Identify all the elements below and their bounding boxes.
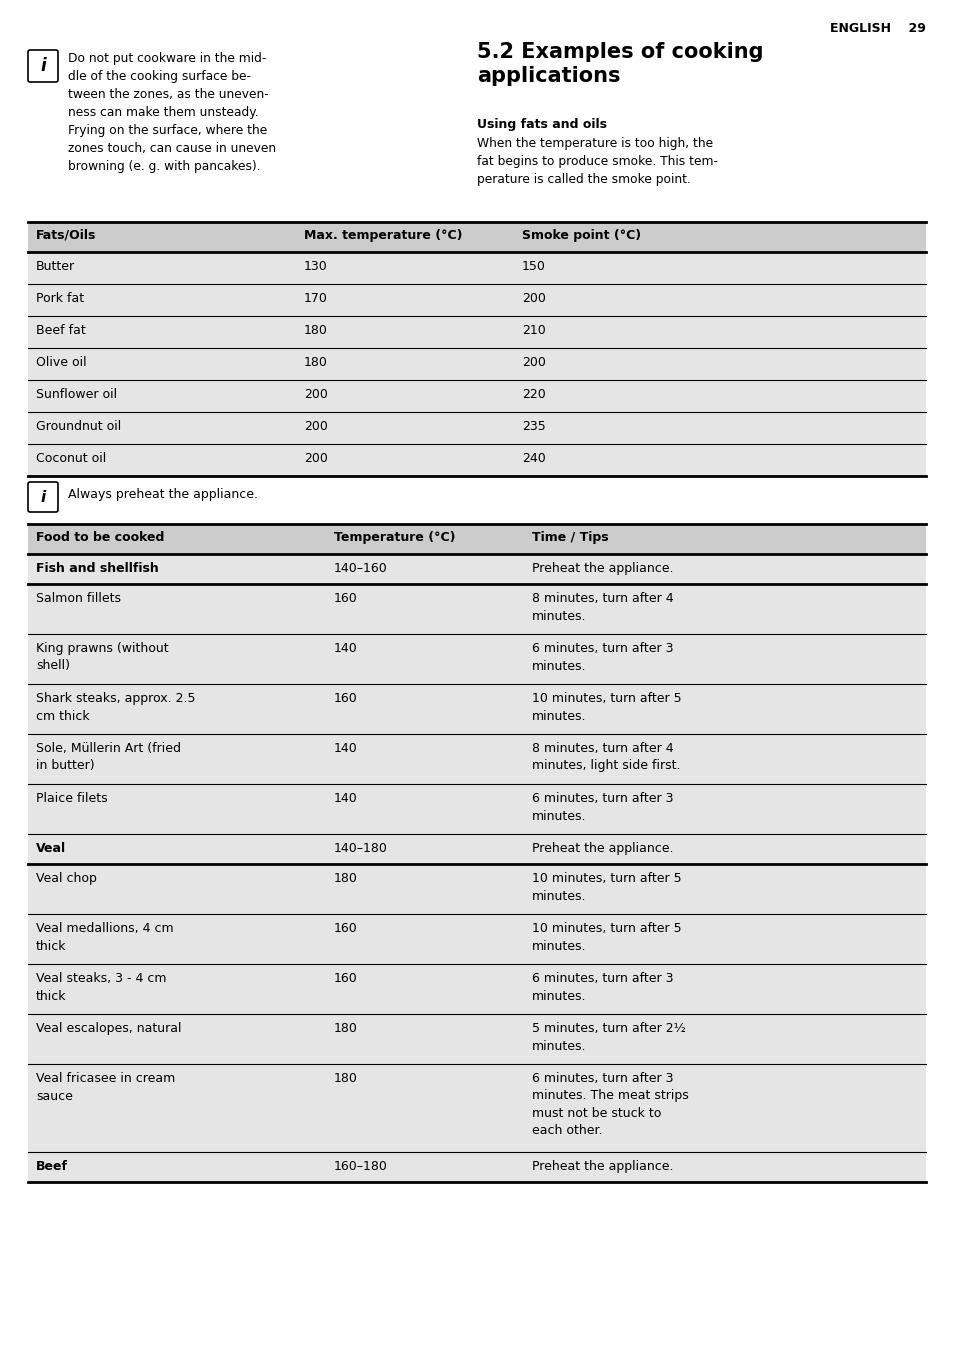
Bar (28, 284, 925, 316)
Text: 5 minutes, turn after 2½
minutes.: 5 minutes, turn after 2½ minutes. (532, 1022, 685, 1052)
Text: 6 minutes, turn after 3
minutes.: 6 minutes, turn after 3 minutes. (532, 792, 673, 822)
Bar (28, 443, 925, 476)
Text: Temperature (°C): Temperature (°C) (334, 531, 455, 544)
Bar (28, 554, 925, 584)
Text: 140: 140 (334, 742, 357, 754)
Text: Using fats and oils: Using fats and oils (476, 118, 606, 131)
Text: 180: 180 (304, 356, 328, 369)
Text: 160: 160 (334, 692, 357, 704)
Text: 220: 220 (521, 388, 545, 402)
Text: Butter: Butter (36, 260, 75, 273)
Text: 160: 160 (334, 972, 357, 986)
Text: 140: 140 (334, 642, 357, 654)
Bar (28, 347, 925, 380)
Text: Beef fat: Beef fat (36, 324, 86, 337)
FancyBboxPatch shape (28, 483, 58, 512)
Text: 170: 170 (304, 292, 328, 306)
Bar (28, 834, 925, 864)
Text: Do not put cookware in the mid-
dle of the cooking surface be-
tween the zones, : Do not put cookware in the mid- dle of t… (68, 51, 275, 173)
Bar (28, 1014, 925, 1064)
Bar (28, 525, 925, 554)
Text: Preheat the appliance.: Preheat the appliance. (532, 1160, 673, 1174)
Text: Preheat the appliance.: Preheat the appliance. (532, 842, 673, 854)
Text: 200: 200 (304, 452, 328, 465)
Text: Sunflower oil: Sunflower oil (36, 388, 117, 402)
Text: Preheat the appliance.: Preheat the appliance. (532, 562, 673, 575)
Bar (28, 914, 925, 964)
Text: 10 minutes, turn after 5
minutes.: 10 minutes, turn after 5 minutes. (532, 872, 680, 903)
Text: 180: 180 (304, 324, 328, 337)
Text: Veal steaks, 3 - 4 cm
thick: Veal steaks, 3 - 4 cm thick (36, 972, 167, 1002)
Text: 140–160: 140–160 (334, 562, 387, 575)
Text: 6 minutes, turn after 3
minutes. The meat strips
must not be stuck to
each other: 6 minutes, turn after 3 minutes. The mea… (532, 1072, 688, 1137)
Text: 140: 140 (334, 792, 357, 804)
Bar (28, 1152, 925, 1182)
Text: 10 minutes, turn after 5
minutes.: 10 minutes, turn after 5 minutes. (532, 922, 680, 953)
Bar (28, 964, 925, 1014)
Bar (28, 1064, 925, 1152)
Text: Veal chop: Veal chop (36, 872, 97, 886)
Text: Plaice filets: Plaice filets (36, 792, 108, 804)
Text: 130: 130 (304, 260, 328, 273)
Text: King prawns (without
shell): King prawns (without shell) (36, 642, 169, 672)
Text: Food to be cooked: Food to be cooked (36, 531, 164, 544)
Text: 180: 180 (334, 1072, 357, 1086)
Text: 160–180: 160–180 (334, 1160, 388, 1174)
Text: When the temperature is too high, the
fat begins to produce smoke. This tem-
per: When the temperature is too high, the fa… (476, 137, 718, 187)
Text: 8 minutes, turn after 4
minutes, light side first.: 8 minutes, turn after 4 minutes, light s… (532, 742, 679, 772)
Bar (28, 684, 925, 734)
Text: Time / Tips: Time / Tips (532, 531, 608, 544)
Text: Fish and shellfish: Fish and shellfish (36, 562, 158, 575)
Bar (28, 734, 925, 784)
Text: ENGLISH    29: ENGLISH 29 (829, 22, 925, 35)
Text: 5.2 Examples of cooking
applications: 5.2 Examples of cooking applications (476, 42, 762, 87)
Text: 160: 160 (334, 592, 357, 604)
Bar (28, 251, 925, 284)
Bar (28, 634, 925, 684)
Text: Fats/Oils: Fats/Oils (36, 228, 96, 242)
Bar (28, 784, 925, 834)
Bar (28, 584, 925, 634)
Text: 6 minutes, turn after 3
minutes.: 6 minutes, turn after 3 minutes. (532, 642, 673, 672)
Text: 200: 200 (521, 356, 545, 369)
Text: 140–180: 140–180 (334, 842, 388, 854)
Text: Coconut oil: Coconut oil (36, 452, 106, 465)
Text: 160: 160 (334, 922, 357, 936)
Text: 210: 210 (521, 324, 545, 337)
Text: Veal: Veal (36, 842, 66, 854)
Text: i: i (40, 489, 46, 504)
Text: Veal escalopes, natural: Veal escalopes, natural (36, 1022, 181, 1036)
Bar (28, 864, 925, 914)
Bar (28, 316, 925, 347)
Text: 200: 200 (304, 388, 328, 402)
Bar (28, 412, 925, 443)
Text: 240: 240 (521, 452, 545, 465)
Text: Shark steaks, approx. 2.5
cm thick: Shark steaks, approx. 2.5 cm thick (36, 692, 195, 722)
Text: 150: 150 (521, 260, 545, 273)
FancyBboxPatch shape (28, 50, 58, 82)
Text: Pork fat: Pork fat (36, 292, 84, 306)
Text: Beef: Beef (36, 1160, 68, 1174)
Text: i: i (40, 57, 46, 74)
Text: Olive oil: Olive oil (36, 356, 87, 369)
Text: 200: 200 (304, 420, 328, 433)
Text: Veal medallions, 4 cm
thick: Veal medallions, 4 cm thick (36, 922, 173, 953)
Text: 235: 235 (521, 420, 545, 433)
Text: Smoke point (°C): Smoke point (°C) (521, 228, 640, 242)
Text: Salmon fillets: Salmon fillets (36, 592, 121, 604)
Text: Always preheat the appliance.: Always preheat the appliance. (68, 488, 257, 502)
Text: 180: 180 (334, 1022, 357, 1036)
Text: 6 minutes, turn after 3
minutes.: 6 minutes, turn after 3 minutes. (532, 972, 673, 1002)
Text: 180: 180 (334, 872, 357, 886)
Text: Groundnut oil: Groundnut oil (36, 420, 121, 433)
Bar (28, 222, 925, 251)
Text: 10 minutes, turn after 5
minutes.: 10 minutes, turn after 5 minutes. (532, 692, 680, 722)
Text: Veal fricasee in cream
sauce: Veal fricasee in cream sauce (36, 1072, 175, 1102)
Bar (28, 380, 925, 412)
Text: 8 minutes, turn after 4
minutes.: 8 minutes, turn after 4 minutes. (532, 592, 673, 622)
Text: Max. temperature (°C): Max. temperature (°C) (304, 228, 462, 242)
Text: 200: 200 (521, 292, 545, 306)
Text: Sole, Müllerin Art (fried
in butter): Sole, Müllerin Art (fried in butter) (36, 742, 181, 772)
